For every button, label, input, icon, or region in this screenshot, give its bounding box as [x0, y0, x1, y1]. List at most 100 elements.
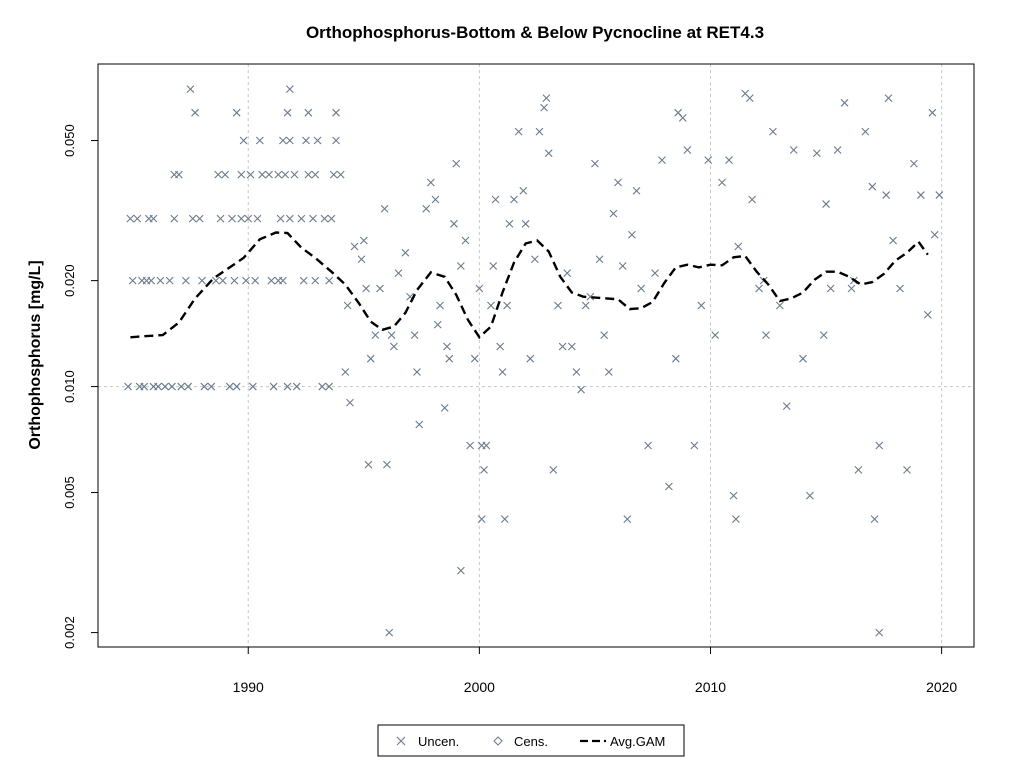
data-point-uncen: [755, 284, 763, 293]
data-point-uncen: [461, 236, 470, 245]
data-point-stroke: [311, 170, 320, 179]
data-point-uncen: [325, 382, 334, 391]
data-point-uncen: [632, 186, 641, 195]
data-point-stroke: [401, 248, 410, 257]
data-point-stroke: [186, 85, 195, 94]
data-point-uncen: [311, 276, 320, 285]
data-point-uncen: [325, 276, 334, 285]
data-point-stroke: [140, 382, 149, 391]
data-point-uncen: [242, 276, 250, 285]
data-point-uncen: [218, 276, 227, 285]
gam-curve-layer: [130, 231, 929, 340]
data-point-uncen: [232, 382, 241, 391]
data-point-uncen: [383, 460, 391, 469]
data-point-stroke: [433, 320, 442, 329]
data-point-stroke: [665, 482, 673, 491]
data-point-stroke: [500, 515, 509, 524]
data-point-stroke: [200, 382, 209, 391]
data-point-stroke: [748, 195, 756, 204]
data-point-uncen: [470, 354, 479, 363]
x-tick-label: 2020: [926, 679, 957, 695]
data-point-stroke: [789, 146, 798, 154]
legend-label-gam: Avg.GAM: [610, 734, 665, 749]
data-point-stroke: [387, 331, 396, 340]
data-point-uncen: [591, 159, 599, 168]
data-point-stroke: [755, 284, 763, 293]
data-point-uncen: [510, 195, 518, 204]
data-point-stroke: [769, 127, 777, 136]
data-point-uncen: [540, 103, 548, 112]
data-point-stroke: [290, 170, 299, 179]
data-point-stroke: [283, 108, 292, 117]
data-point-uncen: [329, 170, 338, 179]
data-point-stroke: [276, 214, 285, 223]
data-point-uncen: [498, 368, 507, 376]
data-point-stroke: [614, 178, 622, 187]
data-point-uncen: [184, 382, 193, 391]
data-point-uncen: [327, 214, 336, 223]
data-point-stroke: [406, 292, 414, 301]
data-point-uncen: [246, 170, 255, 179]
data-point-uncen: [711, 331, 720, 340]
data-point-stroke: [554, 301, 562, 310]
data-point-stroke: [782, 402, 791, 410]
data-point-stroke: [651, 269, 659, 278]
data-point-stroke: [285, 136, 294, 145]
data-point-uncen: [297, 214, 306, 223]
data-point-stroke: [239, 136, 248, 145]
data-point-uncen: [244, 214, 253, 223]
gam-curve: [130, 231, 929, 340]
data-point-stroke: [244, 214, 253, 223]
data-point-uncen: [503, 301, 511, 310]
data-point-stroke: [343, 301, 352, 310]
data-point-uncen: [923, 310, 932, 319]
data-point-stroke: [903, 465, 911, 474]
data-point-stroke: [184, 382, 193, 391]
data-point-uncen: [563, 269, 572, 278]
data-point-uncen: [665, 482, 673, 491]
data-point-stroke: [558, 342, 567, 351]
data-point-uncen: [775, 301, 784, 310]
data-point-uncen: [410, 331, 419, 340]
data-point-uncen: [466, 441, 475, 450]
data-point-uncen: [456, 566, 465, 575]
data-point-stroke: [325, 276, 334, 285]
data-point-stroke: [188, 214, 197, 223]
data-point-stroke: [422, 204, 431, 213]
data-point-uncen: [572, 368, 581, 376]
data-point-uncen: [357, 255, 366, 264]
data-point-uncen: [745, 94, 754, 102]
data-point-uncen: [725, 156, 733, 164]
data-point-stroke: [341, 368, 350, 376]
data-point-stroke: [181, 276, 190, 285]
data-point-uncen: [274, 170, 283, 179]
data-point-uncen: [519, 186, 528, 195]
data-point-uncen: [884, 94, 893, 102]
legend-marker-cens: [493, 736, 503, 746]
data-point-stroke: [910, 159, 918, 168]
data-point-stroke: [253, 214, 262, 223]
data-point-uncen: [436, 301, 444, 310]
data-point-uncen: [734, 242, 743, 251]
data-point-stroke: [232, 108, 241, 117]
data-point-stroke: [718, 178, 726, 187]
data-point-uncen: [505, 219, 514, 228]
data-point-uncen: [431, 195, 440, 204]
data-point-stroke: [489, 262, 498, 270]
data-point-stroke: [868, 182, 877, 191]
data-point-stroke: [542, 94, 551, 102]
data-point-uncen: [658, 156, 666, 164]
data-point-uncen: [228, 214, 236, 223]
data-point-uncen: [232, 108, 241, 117]
data-point-stroke: [242, 276, 250, 285]
data-point-uncen: [341, 368, 350, 376]
data-point-uncen: [554, 301, 562, 310]
data-point-uncen: [371, 331, 380, 340]
data-point-uncen: [168, 382, 176, 391]
data-point-uncen: [732, 515, 740, 524]
data-point-stroke: [336, 170, 345, 179]
data-point-stroke: [822, 200, 830, 208]
data-point-stroke: [410, 331, 419, 340]
data-point-uncen: [304, 108, 313, 117]
data-point-stroke: [168, 382, 176, 391]
